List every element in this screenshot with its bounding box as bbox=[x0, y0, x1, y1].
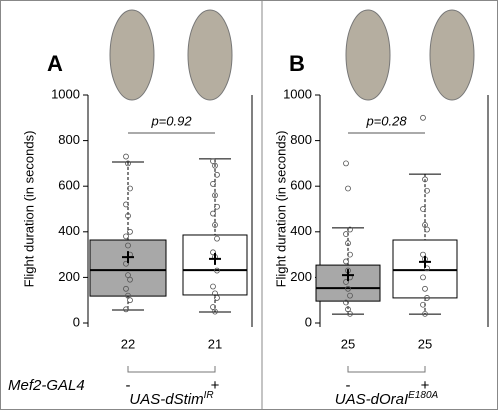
data-point bbox=[127, 185, 133, 192]
data-point bbox=[214, 203, 220, 210]
genotype-label: UAS-dOraIE180A bbox=[335, 390, 439, 408]
panel-label: B bbox=[289, 51, 305, 76]
data-point bbox=[343, 231, 349, 237]
data-point bbox=[347, 310, 353, 317]
data-point bbox=[345, 240, 351, 247]
data-point bbox=[210, 181, 216, 187]
y-tick-label: 600 bbox=[58, 178, 80, 193]
mean-marker bbox=[122, 251, 134, 264]
y-tick-label: 0 bbox=[305, 314, 312, 329]
data-point bbox=[422, 176, 428, 183]
n-label: 22 bbox=[121, 336, 135, 351]
row-label: Mef2-GAL4 bbox=[8, 377, 85, 394]
y-tick-label: 200 bbox=[58, 269, 80, 284]
p-value: p=0.92 bbox=[150, 113, 192, 128]
n-label: 25 bbox=[341, 336, 355, 351]
data-point bbox=[420, 301, 426, 308]
fly-images bbox=[109, 9, 475, 101]
data-point bbox=[212, 222, 218, 228]
y-tick-label: 800 bbox=[58, 132, 80, 147]
genotype-superscript: IR bbox=[204, 390, 214, 401]
mean-marker bbox=[342, 269, 354, 282]
bracket bbox=[347, 366, 426, 373]
data-point bbox=[347, 292, 353, 299]
data-point bbox=[424, 295, 430, 301]
data-point bbox=[210, 283, 216, 290]
data-point bbox=[347, 226, 353, 233]
group-label: + bbox=[421, 377, 430, 394]
data-point bbox=[123, 233, 129, 240]
group-label: + bbox=[211, 377, 220, 394]
panel-label: A bbox=[47, 51, 63, 76]
data-point bbox=[422, 285, 428, 292]
y-tick-label: 400 bbox=[58, 223, 80, 238]
y-tick-label: 200 bbox=[290, 269, 312, 284]
y-tick-label: 1000 bbox=[283, 86, 312, 101]
y-tick-label: 800 bbox=[290, 132, 312, 147]
y-axis-label: Flight duration (in seconds) bbox=[21, 131, 36, 288]
data-point bbox=[212, 162, 218, 169]
data-point bbox=[127, 297, 133, 304]
data-point bbox=[123, 285, 129, 292]
fly bbox=[345, 9, 391, 101]
genotype: UAS-dOraI bbox=[335, 391, 408, 408]
data-point bbox=[123, 260, 129, 267]
data-point bbox=[420, 206, 426, 212]
genotype: UAS-dStim bbox=[129, 391, 203, 408]
box bbox=[392, 239, 458, 299]
data-point bbox=[125, 212, 131, 219]
p-value: p=0.28 bbox=[365, 113, 407, 128]
data-point bbox=[422, 310, 428, 317]
y-tick-label: 400 bbox=[290, 223, 312, 238]
genotype-superscript: E180A bbox=[408, 390, 438, 401]
data-point bbox=[214, 295, 220, 301]
group-label: - bbox=[126, 377, 131, 394]
group-label: - bbox=[346, 377, 351, 394]
data-point bbox=[123, 201, 129, 208]
data-point bbox=[343, 279, 349, 285]
n-label: 25 bbox=[418, 336, 432, 351]
data-point bbox=[214, 235, 220, 242]
data-point bbox=[127, 228, 133, 235]
data-point bbox=[420, 114, 426, 121]
fly bbox=[429, 9, 475, 101]
data-point bbox=[424, 265, 430, 272]
y-tick-label: 0 bbox=[73, 314, 80, 329]
data-point bbox=[123, 153, 129, 160]
data-point bbox=[424, 226, 430, 233]
n-label: 21 bbox=[208, 336, 222, 351]
data-point bbox=[212, 192, 218, 199]
data-point bbox=[343, 258, 349, 265]
y-tick-label: 600 bbox=[290, 178, 312, 193]
data-point bbox=[212, 308, 218, 315]
y-axis-label: Flight duration (in seconds) bbox=[273, 131, 288, 288]
bracket bbox=[127, 366, 216, 373]
y-tick-label: 1000 bbox=[51, 86, 80, 101]
data-point bbox=[210, 210, 216, 217]
data-point bbox=[345, 285, 351, 292]
data-point bbox=[125, 242, 131, 249]
data-point bbox=[214, 171, 220, 178]
fly bbox=[187, 9, 233, 101]
box bbox=[182, 234, 248, 296]
genotype-label: UAS-dStimIR bbox=[129, 390, 213, 408]
data-point bbox=[345, 185, 351, 192]
mean-marker bbox=[209, 252, 221, 265]
mean-marker bbox=[419, 255, 431, 268]
data-point bbox=[125, 160, 131, 167]
fly bbox=[109, 9, 155, 101]
data-point bbox=[214, 267, 220, 274]
data-point bbox=[424, 187, 430, 194]
data-point bbox=[127, 276, 133, 283]
data-point bbox=[420, 274, 426, 281]
data-point bbox=[347, 251, 353, 258]
data-point bbox=[343, 299, 349, 306]
data-point bbox=[123, 306, 129, 313]
data-point bbox=[343, 160, 349, 167]
